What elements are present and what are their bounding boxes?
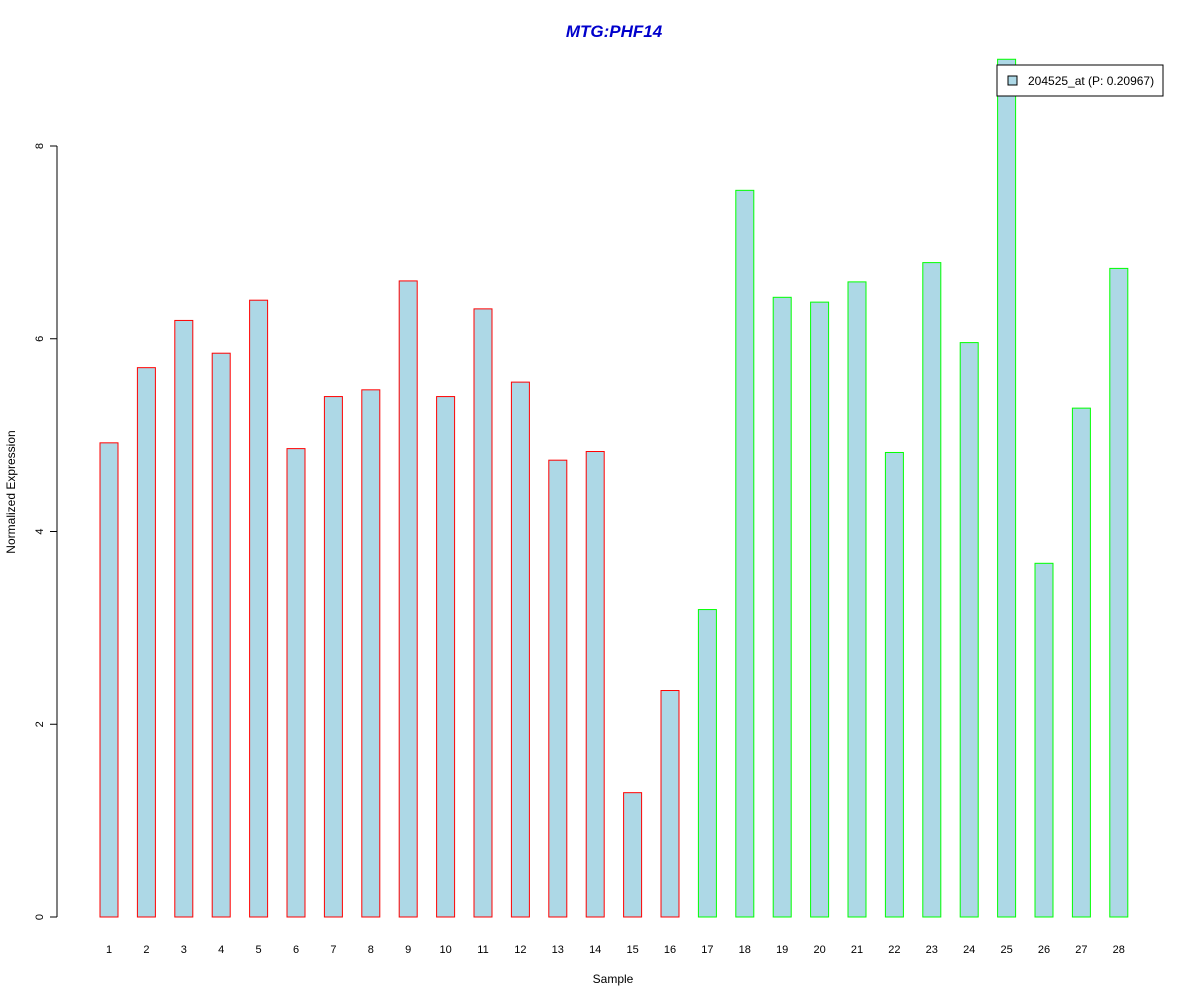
legend: 204525_at (P: 0.20967) bbox=[996, 64, 1164, 97]
bar-sample-18 bbox=[735, 189, 755, 918]
x-axis-title: Sample bbox=[593, 972, 634, 986]
bar-sample-27 bbox=[1071, 407, 1091, 918]
bar-sample-1 bbox=[99, 442, 119, 918]
x-tick-label: 9 bbox=[405, 944, 411, 956]
bar-sample-25 bbox=[997, 58, 1017, 918]
x-tick-label: 6 bbox=[293, 944, 299, 956]
bar-sample-14 bbox=[585, 451, 605, 918]
bar-sample-2 bbox=[136, 367, 156, 918]
y-tick-label: 8 bbox=[34, 143, 46, 149]
x-tick-label: 8 bbox=[368, 944, 374, 956]
x-tick-label: 23 bbox=[926, 944, 938, 956]
y-tick-label: 2 bbox=[34, 721, 46, 727]
bar-sample-17 bbox=[697, 609, 717, 918]
bar-sample-4 bbox=[211, 352, 231, 918]
bar-sample-7 bbox=[323, 396, 343, 918]
bar-sample-26 bbox=[1034, 562, 1054, 918]
bar-sample-21 bbox=[847, 281, 867, 918]
bar-sample-12 bbox=[510, 381, 530, 918]
x-tick-label: 21 bbox=[851, 944, 863, 956]
bar-sample-5 bbox=[249, 299, 269, 918]
x-tick-label: 24 bbox=[963, 944, 975, 956]
x-tick-label: 19 bbox=[776, 944, 788, 956]
legend-label: 204525_at (P: 0.20967) bbox=[1028, 74, 1154, 88]
y-axis-title: Normalized Expression bbox=[4, 430, 18, 553]
x-tick-label: 7 bbox=[330, 944, 336, 956]
bar-sample-10 bbox=[436, 396, 456, 918]
bar-sample-16 bbox=[660, 690, 680, 918]
x-tick-label: 28 bbox=[1113, 944, 1125, 956]
x-tick-label: 1 bbox=[106, 944, 112, 956]
x-tick-label: 4 bbox=[218, 944, 224, 956]
x-tick-label: 16 bbox=[664, 944, 676, 956]
bars bbox=[99, 58, 1129, 918]
bar-sample-6 bbox=[286, 448, 306, 918]
x-tick-label: 11 bbox=[477, 944, 488, 956]
x-tick-label: 22 bbox=[888, 944, 900, 956]
x-tick-label: 20 bbox=[813, 944, 825, 956]
x-tick-label: 25 bbox=[1000, 944, 1012, 956]
x-tick-label: 27 bbox=[1075, 944, 1087, 956]
legend-swatch bbox=[1007, 75, 1018, 86]
chart-title: MTG:PHF14 bbox=[566, 22, 663, 41]
y-tick-label: 4 bbox=[34, 528, 46, 534]
x-tick-label: 5 bbox=[256, 944, 262, 956]
bar-sample-24 bbox=[959, 342, 979, 918]
y-axis: 0 2 4 6 8 bbox=[34, 143, 58, 920]
bar-sample-8 bbox=[361, 389, 381, 918]
bar-sample-20 bbox=[810, 301, 830, 918]
bar-sample-13 bbox=[548, 459, 568, 918]
x-tick-label: 2 bbox=[143, 944, 149, 956]
x-tick-labels: 1 2 3 4 5 6 7 8 9 10 11 12 13 14 15 16 17 18 19 20 21 22 23 24 2… bbox=[106, 944, 1125, 956]
bar-sample-23 bbox=[922, 262, 942, 918]
x-tick-label: 10 bbox=[439, 944, 451, 956]
x-tick-label: 15 bbox=[626, 944, 638, 956]
x-tick-label: 3 bbox=[181, 944, 187, 956]
x-tick-label: 26 bbox=[1038, 944, 1050, 956]
legend-box bbox=[996, 64, 1164, 97]
x-tick-label: 12 bbox=[514, 944, 526, 956]
bar-sample-3 bbox=[174, 319, 194, 918]
bar-sample-9 bbox=[398, 280, 418, 918]
x-tick-label: 14 bbox=[589, 944, 601, 956]
bar-sample-15 bbox=[623, 792, 643, 918]
bar-sample-22 bbox=[884, 451, 904, 918]
x-tick-label: 18 bbox=[739, 944, 751, 956]
x-tick-label: 17 bbox=[701, 944, 713, 956]
y-tick-label: 0 bbox=[34, 914, 46, 920]
x-tick-label: 13 bbox=[552, 944, 564, 956]
bar-sample-28 bbox=[1109, 267, 1129, 918]
y-tick-label: 6 bbox=[34, 336, 46, 342]
bar-sample-19 bbox=[772, 296, 792, 918]
bar-sample-11 bbox=[473, 308, 493, 918]
